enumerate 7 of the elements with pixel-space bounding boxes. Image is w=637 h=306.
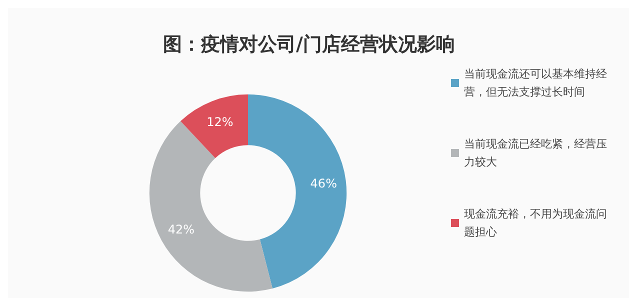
data-label: 42%	[168, 222, 195, 237]
legend-label: 当前现金流还可以基本维持经营，但无法支撑过长时间	[464, 68, 607, 98]
data-label: 46%	[310, 176, 337, 190]
legend-label: 当前现金流已经吃紧，经营压力较大	[464, 138, 607, 168]
data-label: 12%	[206, 115, 234, 130]
legend-label: 现金流充裕，不用为现金流问题担心	[464, 208, 607, 238]
chart-title: 图：疫情对公司/门店经营状况影响	[163, 34, 455, 56]
